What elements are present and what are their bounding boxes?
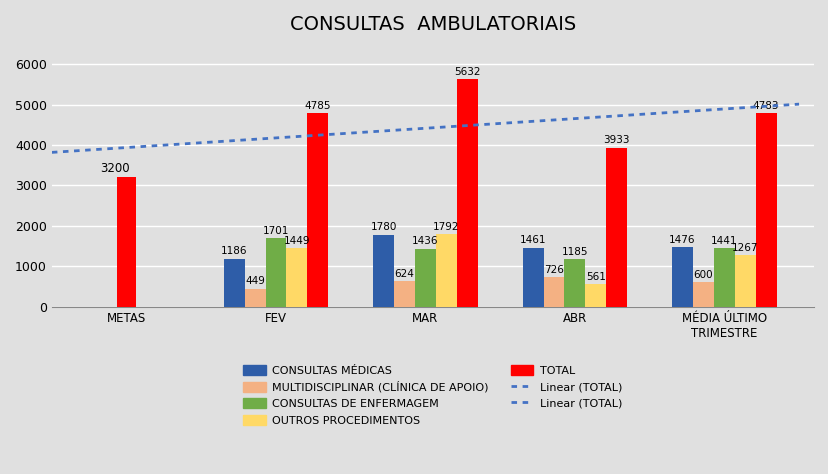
Bar	[605, 148, 627, 307]
Text: 600: 600	[693, 270, 712, 280]
Text: 1461: 1461	[519, 236, 546, 246]
Text: 726: 726	[543, 265, 563, 275]
Bar	[117, 177, 136, 307]
Bar	[692, 283, 713, 307]
Text: 1186: 1186	[220, 246, 247, 256]
Text: 449: 449	[245, 276, 265, 286]
Bar	[415, 248, 436, 307]
Text: 1436: 1436	[412, 237, 438, 246]
Text: 5632: 5632	[454, 67, 480, 77]
Bar	[585, 284, 605, 307]
Bar	[286, 248, 307, 307]
Text: 1792: 1792	[432, 222, 459, 232]
Bar	[456, 79, 477, 307]
Text: 1476: 1476	[668, 235, 695, 245]
Text: 624: 624	[394, 269, 414, 279]
Bar	[713, 248, 734, 307]
Bar	[672, 247, 692, 307]
Bar	[373, 235, 393, 307]
Bar	[436, 234, 456, 307]
Text: 561: 561	[585, 272, 605, 282]
Text: 1780: 1780	[370, 222, 397, 232]
Text: 1449: 1449	[283, 236, 310, 246]
Title: CONSULTAS  AMBULATORIAIS: CONSULTAS AMBULATORIAIS	[290, 15, 575, 34]
Text: 1267: 1267	[731, 243, 758, 253]
Text: 4783: 4783	[752, 101, 778, 111]
Bar	[755, 113, 776, 307]
Bar	[393, 282, 415, 307]
Bar	[543, 277, 564, 307]
Bar	[224, 259, 244, 307]
Bar	[734, 255, 755, 307]
Text: 1441: 1441	[710, 236, 737, 246]
Text: 4785: 4785	[304, 101, 330, 111]
Bar	[564, 259, 585, 307]
Legend: CONSULTAS MÉDICAS, MULTIDISCIPLINAR (CLÍNICA DE APOIO), CONSULTAS DE ENFERMAGEM,: CONSULTAS MÉDICAS, MULTIDISCIPLINAR (CLÍ…	[238, 359, 627, 431]
Bar	[307, 113, 328, 307]
Bar	[244, 289, 265, 307]
Bar	[522, 247, 543, 307]
Text: 3200: 3200	[100, 162, 130, 175]
Bar	[265, 238, 286, 307]
Text: 3933: 3933	[603, 136, 629, 146]
Text: 1701: 1701	[262, 226, 289, 236]
Text: 1185: 1185	[561, 246, 587, 256]
